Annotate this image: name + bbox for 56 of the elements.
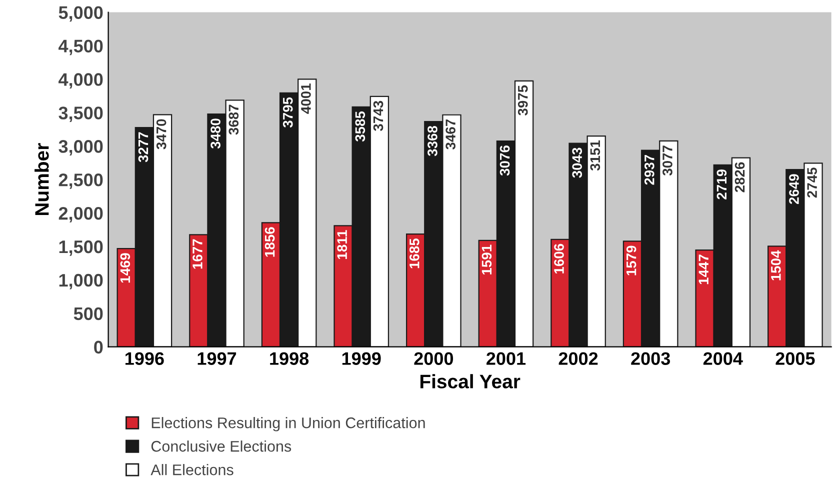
data-label: 2826 [734,162,745,192]
data-label: 1856 [264,227,275,257]
y-tick-label: 4,500 [58,40,103,56]
x-tick-label: 2002 [558,352,598,365]
x-tick-label: 1999 [342,352,381,365]
data-label: 3585 [355,111,366,142]
data-label: 1469 [120,253,130,283]
legend-label: Elections Resulting in Union Certification [152,417,425,432]
data-label: 3277 [138,132,148,162]
x-tick-label: 1998 [270,352,309,365]
data-label: 3076 [500,146,510,176]
data-label: 3467 [446,120,456,150]
data-label: 3043 [572,148,582,178]
data-label: 1677 [192,239,202,269]
y-tick-label: 1,500 [59,240,103,256]
y-tick-label: 5,000 [58,6,103,22]
data-label: 3743 [373,100,384,131]
x-tick-label: 2005 [776,352,815,365]
y-tick-label: 500 [74,307,103,320]
y-tick-label: 2,500 [58,174,103,189]
data-label: 2649 [789,174,799,204]
data-label: 3151 [590,140,600,171]
data-label: 1591 [482,244,492,274]
data-label: 1811 [337,230,348,259]
x-tick-label: 2000 [414,352,454,365]
x-tick-label: 1997 [198,352,236,365]
data-label: 2719 [716,169,727,200]
x-tick-label: 2004 [703,352,743,365]
legend-label: All Elections [150,464,234,476]
data-label: 1504 [771,250,781,280]
x-axis-title: Fiscal Year [420,374,520,388]
data-label: 1447 [698,254,708,284]
data-label: 3480 [210,118,220,149]
x-tick-label: 2001 [486,352,526,365]
data-label: 4001 [301,84,311,114]
y-tick-label: 4,000 [58,73,103,89]
data-label: 2937 [644,154,654,185]
data-label: 1606 [554,244,564,274]
data-label: 3687 [228,104,239,135]
x-tick-label: 2003 [631,352,670,366]
data-label: 3975 [518,85,528,116]
data-label: 3077 [662,146,672,176]
data-label: 1579 [626,246,636,276]
y-tick-label: 2,000 [58,206,103,222]
data-label: 2745 [807,168,817,198]
y-tick-label: 1,000 [59,274,103,290]
y-tick-label: 3,500 [58,106,103,122]
data-label: 1685 [409,238,420,268]
data-label: 3368 [428,126,438,156]
x-tick-label: 1996 [126,352,164,365]
legend-label: Conclusive Elections [151,440,292,452]
y-tick-label: 3,000 [58,140,103,156]
data-label: 3795 [282,97,293,128]
y-tick-label: 0 [94,340,103,354]
y-axis-title: Number [34,143,49,216]
data-label: 3470 [156,119,166,150]
